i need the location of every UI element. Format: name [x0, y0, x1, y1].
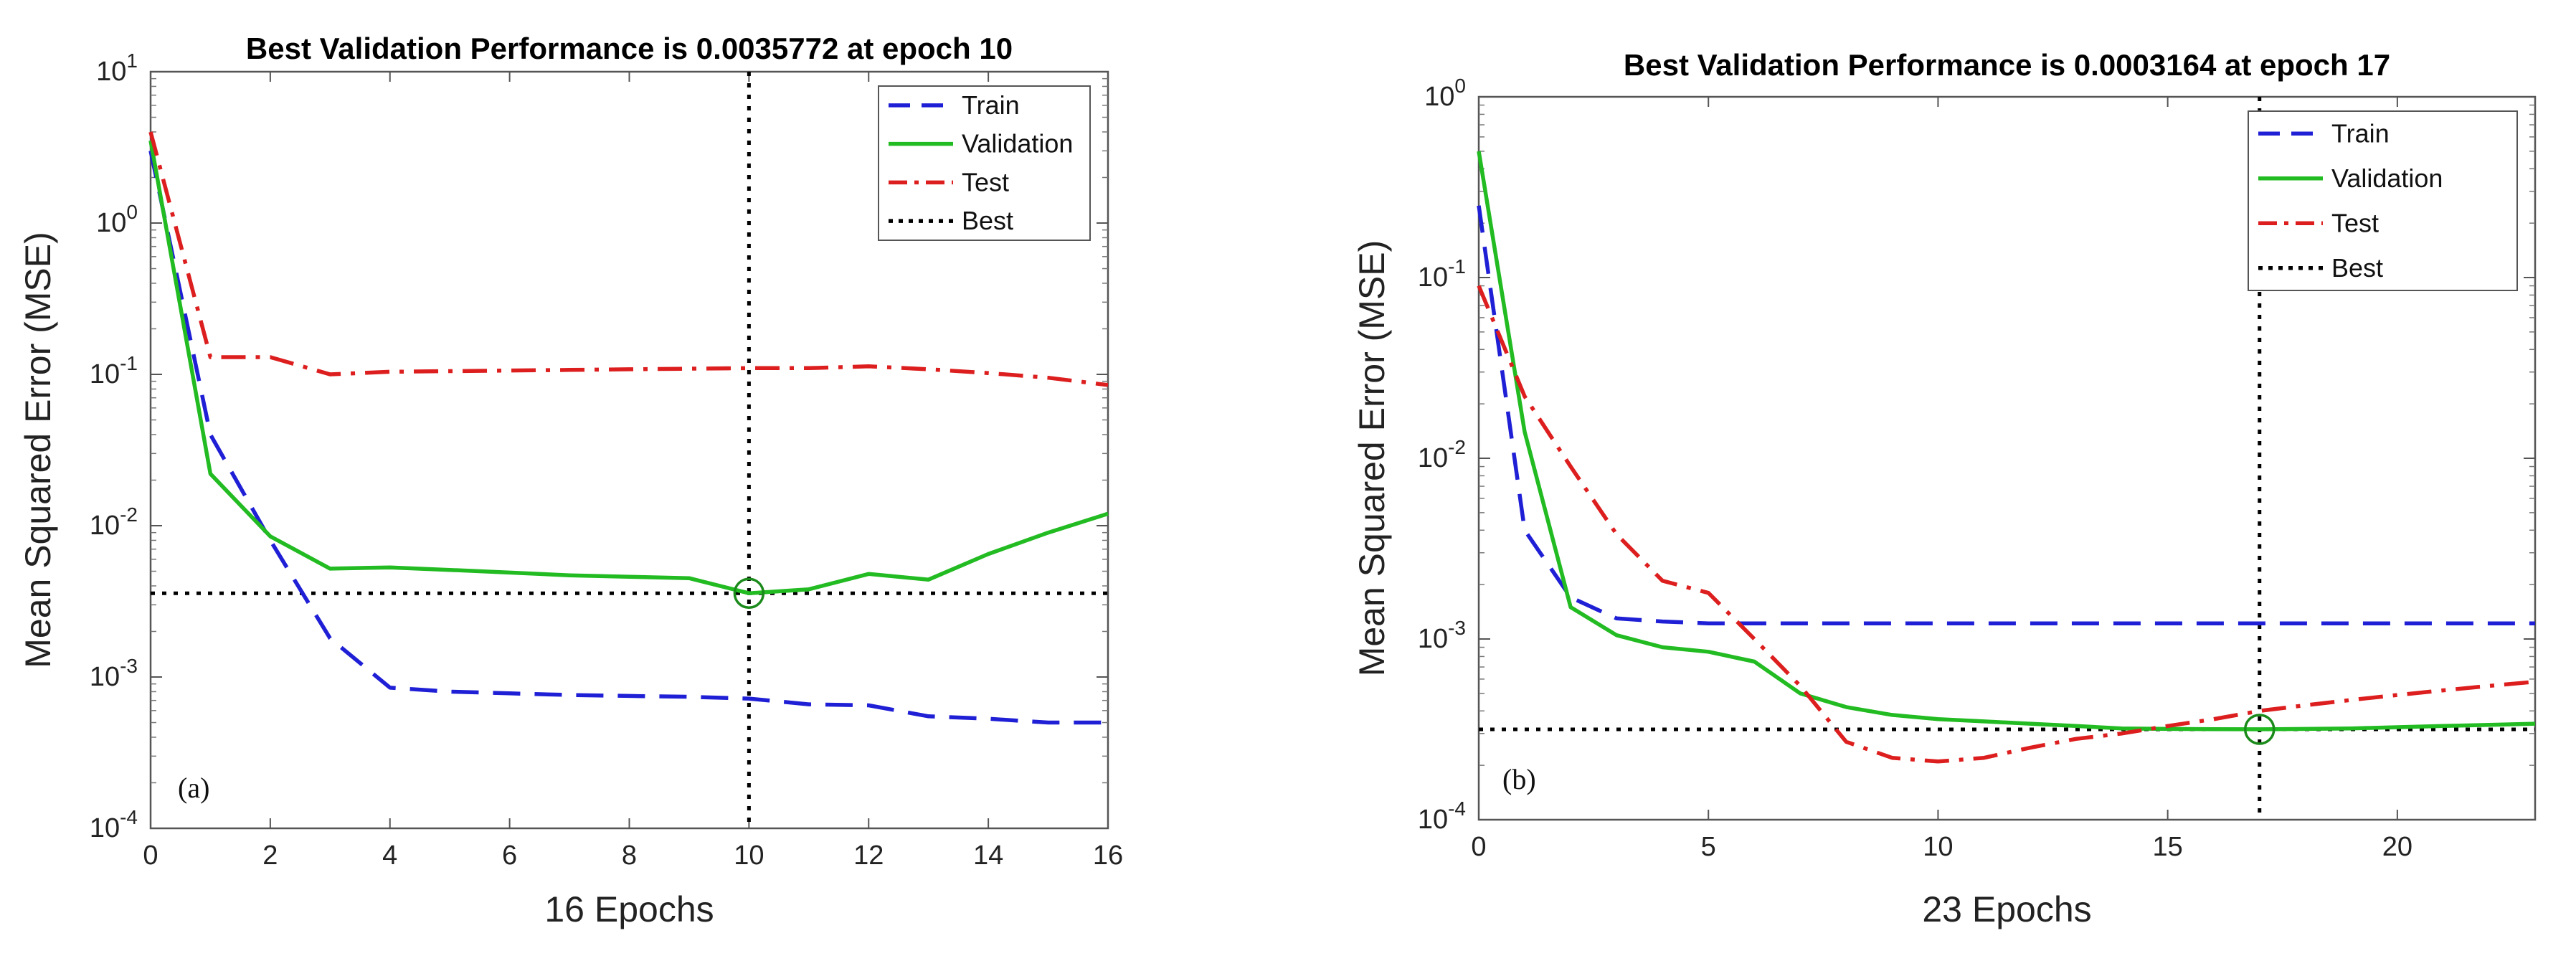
y-tick-base: 10	[96, 208, 126, 238]
x-tick-label: 0	[143, 841, 158, 871]
legend-label-train: Train	[2331, 118, 2390, 148]
y-tick-exponent: -3	[120, 655, 138, 677]
series-line-validation	[1477, 151, 2536, 732]
x-axis-label: 16 Epochs	[544, 889, 714, 929]
legend-label-best: Best	[2331, 253, 2383, 283]
x-tick-label: 6	[502, 841, 517, 871]
x-tick-label: 20	[2382, 832, 2412, 862]
y-tick-label: 10-2	[90, 503, 138, 541]
y-tick-exponent: -4	[120, 806, 138, 828]
x-tick-label: 10	[734, 841, 764, 871]
legend-label-validation: Validation	[2331, 164, 2443, 193]
x-tick-label: 15	[2153, 832, 2183, 862]
x-tick-label: 12	[853, 841, 884, 871]
legend: Train Validation Test Best	[878, 85, 1091, 241]
y-tick-exponent: -2	[120, 503, 138, 526]
y-tick-label: 10-3	[1418, 617, 1466, 654]
y-tick-exponent: 0	[126, 201, 138, 223]
y-tick-exponent: -4	[1448, 797, 1466, 820]
legend: Train Validation Test Best	[2248, 110, 2518, 291]
y-tick-base: 10	[1424, 82, 1454, 112]
series-line-validation	[148, 140, 1109, 595]
y-axis-label: Mean Squared Error (MSE)	[1352, 240, 1392, 677]
legend-label-validation: Validation	[962, 129, 1073, 158]
y-tick-exponent: -3	[1448, 617, 1466, 639]
y-tick-exponent: -1	[1448, 255, 1466, 278]
y-tick-base: 10	[90, 511, 120, 541]
chart-title: Best Validation Performance is 0.0003164…	[1624, 48, 2390, 82]
panel-label: (b)	[1502, 763, 1536, 795]
x-tick-label: 5	[1701, 832, 1716, 862]
y-tick-label: 10-2	[1418, 436, 1466, 473]
y-tick-exponent: -1	[120, 352, 138, 374]
x-tick-label: 0	[1471, 832, 1486, 862]
y-tick-base: 10	[96, 57, 126, 87]
x-axis-label: 23 Epochs	[1922, 889, 2091, 929]
x-tick-label: 4	[382, 841, 397, 871]
legend-box	[878, 85, 1091, 241]
x-tick-label: 8	[622, 841, 637, 871]
chart-title: Best Validation Performance is 0.0035772…	[246, 32, 1013, 65]
y-tick-label: 10-1	[90, 352, 138, 389]
y-tick-base: 10	[90, 662, 120, 692]
legend-label-train: Train	[962, 90, 1020, 120]
series-line-train	[1477, 205, 2535, 625]
y-tick-base: 10	[1418, 805, 1448, 835]
y-tick-label: 101	[96, 49, 138, 87]
series-line-test	[148, 131, 1109, 387]
y-tick-base: 10	[1418, 262, 1448, 293]
y-tick-label: 10-1	[1418, 255, 1466, 293]
x-tick-label: 2	[262, 841, 278, 871]
y-tick-label: 10-4	[90, 806, 138, 843]
legend-box	[2248, 110, 2518, 291]
y-tick-label: 10-3	[90, 655, 138, 692]
y-tick-exponent: 0	[1454, 75, 1466, 97]
panel-label: (a)	[178, 772, 209, 804]
y-tick-base: 10	[1418, 624, 1448, 654]
y-tick-exponent: 1	[126, 49, 138, 72]
legend-label-test: Test	[962, 167, 1009, 197]
series-line-train	[148, 150, 1108, 725]
legend-label-best: Best	[962, 206, 1013, 235]
series-line-test	[1477, 285, 2536, 764]
y-tick-base: 10	[90, 359, 120, 389]
y-tick-exponent: -2	[1448, 436, 1466, 458]
y-tick-label: 100	[1424, 75, 1466, 112]
x-tick-label: 10	[1923, 832, 1953, 862]
x-tick-label: 14	[973, 841, 1003, 871]
chart-panel-0: Best Validation Performance is 0.0035772…	[18, 32, 1123, 929]
legend-label-test: Test	[2331, 208, 2379, 237]
chart-panel-1: Best Validation Performance is 0.0003164…	[1352, 48, 2537, 929]
x-tick-label: 16	[1093, 841, 1123, 871]
y-axis-label: Mean Squared Error (MSE)	[18, 232, 58, 668]
y-tick-label: 100	[96, 201, 138, 238]
y-tick-base: 10	[90, 813, 120, 843]
best-point-marker	[2243, 714, 2276, 745]
y-tick-label: 10-4	[1418, 797, 1466, 835]
y-tick-base: 10	[1418, 443, 1448, 473]
best-point-marker	[733, 577, 765, 609]
